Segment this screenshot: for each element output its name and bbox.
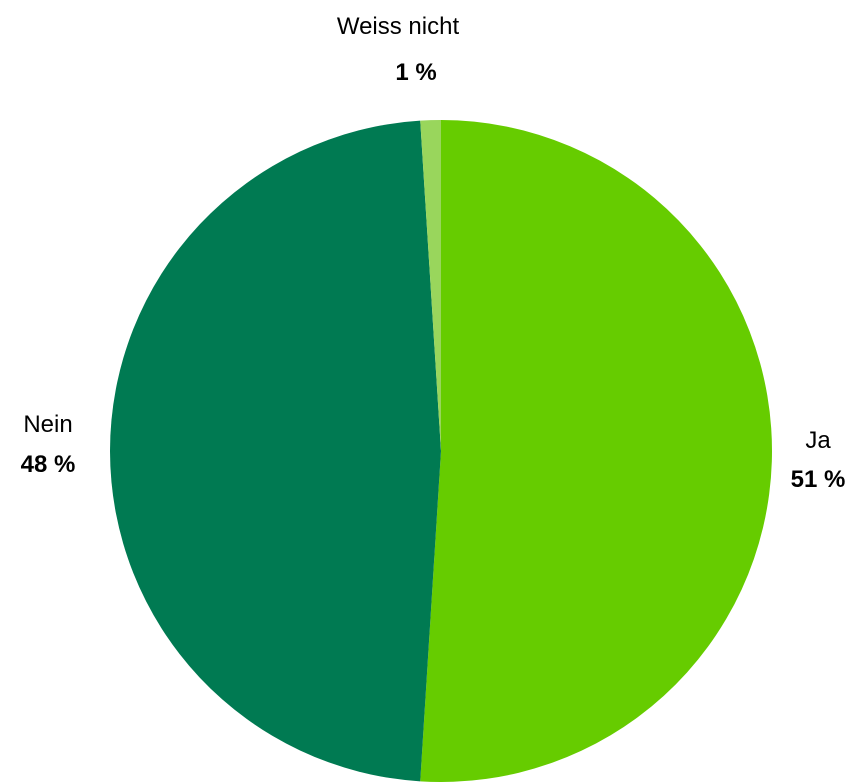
slice-value-nein: 48 % (21, 451, 76, 478)
slice-value-weiss-nicht: 1 % (395, 59, 436, 86)
pie-slice-nein (109, 120, 441, 782)
pie-slice-ja (420, 120, 773, 782)
data-label-ja: Ja 51 % (791, 427, 846, 493)
slice-value-ja: 51 % (791, 466, 846, 493)
data-label-weiss-nicht: Weiss nicht 1 % (337, 13, 460, 86)
slice-label-nein: Nein (23, 411, 72, 438)
slice-label-weiss-nicht: Weiss nicht (337, 13, 460, 40)
pie-slices (109, 120, 773, 782)
slice-label-ja: Ja (805, 427, 831, 454)
data-label-nein: Nein 48 % (21, 411, 76, 478)
pie-slice-weiss-nicht (420, 120, 441, 451)
